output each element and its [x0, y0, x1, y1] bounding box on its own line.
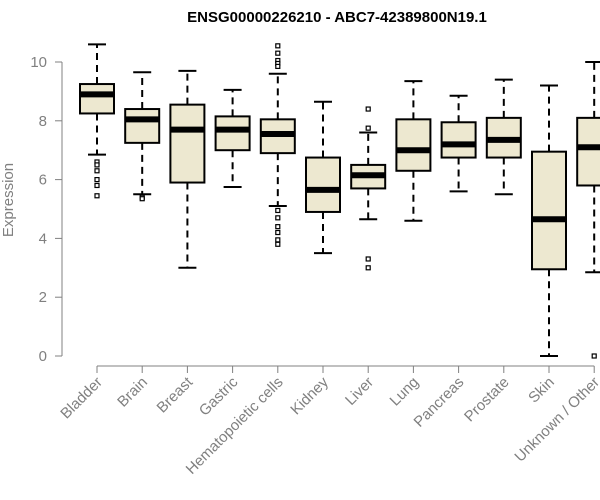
box-iqr	[124, 108, 161, 144]
outlier-point	[365, 256, 371, 262]
outlier-point	[94, 162, 100, 168]
box-iqr	[395, 118, 432, 172]
x-tick-label: Pancreas	[411, 374, 468, 431]
x-tick-label: Bladder	[57, 374, 106, 423]
box-iqr	[576, 116, 600, 187]
chart-title: ENSG00000226210 - ABC7-42389800N19.1	[187, 9, 487, 26]
outlier-point	[275, 50, 281, 56]
outlier-point	[94, 168, 100, 174]
box-series	[79, 43, 600, 359]
outlier-point	[275, 237, 281, 243]
box-iqr	[169, 103, 206, 184]
x-tick-label: Breast	[154, 373, 197, 416]
y-axis: 0 2 4 6 8 10	[30, 54, 63, 365]
box-group	[440, 94, 477, 193]
box-group	[124, 71, 161, 202]
x-tick-label: Skin	[525, 374, 558, 407]
outlier-point	[275, 207, 281, 214]
y-tick-label: 0	[39, 348, 47, 365]
box-group	[305, 100, 341, 255]
outlier-point	[275, 43, 281, 49]
box-group	[395, 80, 432, 222]
outlier-point	[591, 353, 597, 359]
outlier-point	[275, 229, 281, 236]
y-axis-label: Expression	[0, 163, 17, 237]
outlier-point	[365, 125, 371, 131]
box-group	[259, 43, 296, 247]
box-group	[79, 43, 115, 199]
outlier-point	[94, 193, 100, 199]
y-tick-label: 10	[30, 54, 47, 71]
outlier-point	[139, 196, 145, 202]
box-group	[485, 78, 522, 196]
x-tick-label: Brain	[114, 374, 151, 411]
x-tick-label: Liver	[342, 374, 377, 409]
box-group	[576, 61, 600, 359]
box-iqr	[305, 156, 341, 213]
box-group	[214, 88, 251, 188]
x-tick-label: Kidney	[287, 373, 332, 418]
box-iqr	[440, 121, 477, 159]
box-group	[531, 84, 567, 357]
outlier-point	[94, 177, 100, 183]
box-iqr	[531, 150, 567, 271]
y-tick-label: 8	[39, 113, 47, 130]
outlier-point	[275, 224, 281, 230]
x-tick-label: Lung	[387, 374, 423, 410]
box-group	[169, 69, 206, 269]
y-tick-label: 4	[39, 230, 47, 247]
box-group	[350, 106, 387, 271]
outlier-point	[365, 106, 371, 112]
box-iqr	[214, 115, 251, 152]
y-tick-label: 2	[39, 289, 47, 306]
outlier-point	[365, 265, 371, 271]
box-iqr	[79, 83, 115, 115]
x-tick-label: Prostate	[461, 374, 513, 426]
outlier-point	[275, 215, 281, 221]
outlier-point	[94, 182, 100, 189]
y-tick-label: 6	[39, 172, 47, 189]
outlier-point	[275, 63, 281, 70]
outlier-point	[275, 241, 281, 247]
